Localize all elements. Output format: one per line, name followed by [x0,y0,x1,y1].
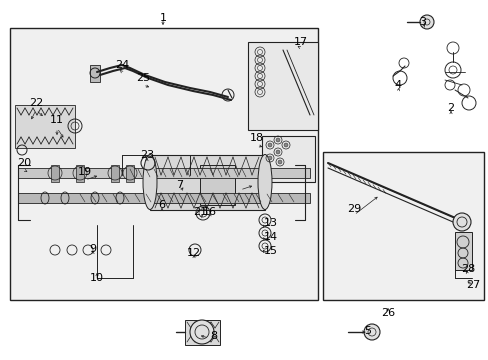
Text: 7: 7 [176,180,183,190]
Text: 10: 10 [90,273,104,283]
Text: 12: 12 [186,248,201,258]
Text: 13: 13 [264,218,278,228]
Bar [262,136,314,182]
Bar [15,105,75,148]
Text: 20: 20 [17,158,31,168]
Bar [90,65,100,82]
Text: 25: 25 [136,73,150,83]
Text: 29: 29 [346,204,360,214]
Text: 4: 4 [394,80,401,90]
Bar [51,165,59,182]
Bar [18,193,309,203]
Text: 6: 6 [158,200,165,210]
Circle shape [419,15,433,29]
Text: 2: 2 [447,103,454,113]
Text: 21: 21 [193,207,206,217]
Circle shape [275,150,280,154]
Text: 22: 22 [29,98,43,108]
Text: 17: 17 [293,37,307,47]
Bar [126,165,134,182]
Text: 14: 14 [264,232,278,242]
Circle shape [284,143,287,147]
Text: 18: 18 [249,133,264,143]
Text: 16: 16 [203,207,217,217]
Bar [454,232,471,270]
Bar [323,152,483,300]
Bar [247,42,317,130]
Text: 15: 15 [264,246,278,256]
Ellipse shape [142,154,157,210]
Bar [76,165,84,182]
Text: 23: 23 [140,150,154,160]
Text: 1: 1 [159,13,166,23]
Text: 11: 11 [50,115,64,125]
Text: 8: 8 [210,331,217,341]
Ellipse shape [258,154,271,210]
Text: 24: 24 [115,60,129,70]
Text: 27: 27 [465,280,479,290]
Circle shape [190,320,214,344]
Bar [10,28,317,300]
Text: 26: 26 [380,308,394,318]
Text: 9: 9 [89,244,96,254]
Bar [184,320,220,345]
Bar [18,168,309,178]
Circle shape [363,324,379,340]
Text: 19: 19 [78,167,92,177]
Circle shape [275,138,280,142]
Bar [111,165,119,182]
Text: 3: 3 [419,17,426,27]
Circle shape [267,156,271,160]
Text: 5: 5 [364,326,371,336]
Circle shape [452,213,470,231]
Circle shape [278,160,282,164]
Text: 28: 28 [460,264,474,274]
Bar [150,155,264,210]
Bar [200,165,235,205]
Circle shape [267,143,271,147]
